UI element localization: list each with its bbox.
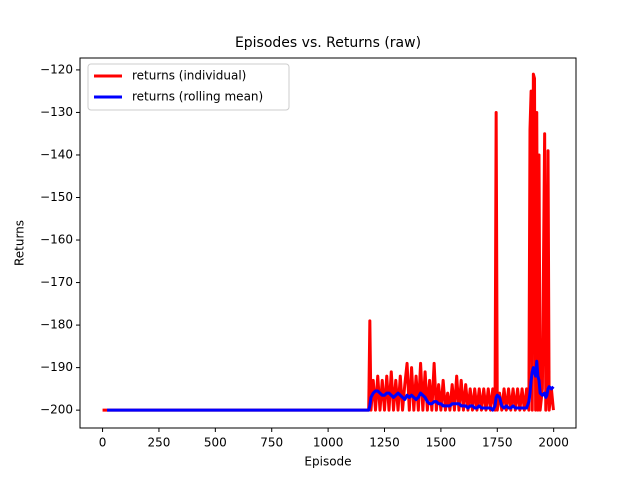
y-tick-label: −120 — [40, 62, 73, 76]
plot-frame — [79, 57, 577, 429]
x-tick-label: 0 — [99, 436, 107, 450]
x-tick-label: 500 — [204, 436, 227, 450]
y-tick-label: −190 — [40, 360, 73, 374]
legend-label: returns (individual) — [132, 69, 246, 83]
y-tick-label: −130 — [40, 105, 73, 119]
x-tick-label: 1750 — [482, 436, 513, 450]
x-tick-label: 250 — [147, 436, 170, 450]
y-tick-label: −160 — [40, 233, 73, 247]
y-tick-label: −170 — [40, 275, 73, 289]
x-axis-label: Episode — [304, 455, 351, 469]
x-tick-label: 1000 — [313, 436, 344, 450]
x-tick-label: 1250 — [369, 436, 400, 450]
y-tick-label: −200 — [40, 403, 73, 417]
x-tick-label: 1500 — [426, 436, 457, 450]
line — [102, 72, 555, 412]
x-tick-label: 2000 — [538, 436, 569, 450]
line — [107, 359, 555, 412]
x-tick-label: 750 — [260, 436, 283, 450]
chart-title: Episodes vs. Returns (raw) — [235, 35, 421, 51]
y-tick-label: −140 — [40, 147, 73, 161]
legend-box — [87, 63, 290, 111]
y-tick-label: −180 — [40, 318, 73, 332]
y-axis-label: Returns — [13, 220, 27, 266]
legend-label: returns (rolling mean) — [132, 90, 263, 104]
y-tick-label: −150 — [40, 190, 73, 204]
